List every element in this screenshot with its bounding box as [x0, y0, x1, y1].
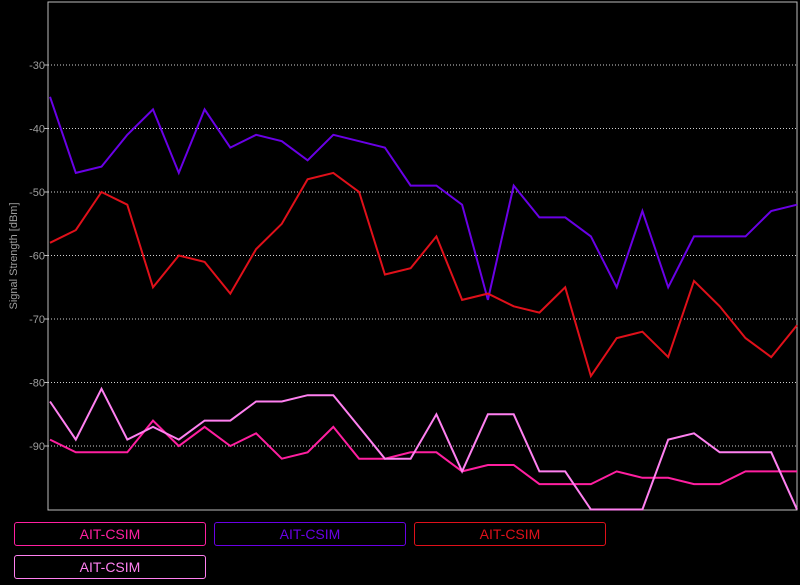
legend-item-3-label: AIT-CSIM: [479, 526, 541, 542]
legend-item-2[interactable]: AIT-CSIM: [214, 522, 406, 546]
y-tick-label: -70: [29, 314, 45, 326]
series-line-2: [49, 96, 798, 301]
legend-item-2-label: AIT-CSIM: [279, 526, 341, 542]
y-tick-label: -80: [29, 378, 45, 390]
legend-item-3[interactable]: AIT-CSIM: [414, 522, 606, 546]
y-tick-label: -30: [29, 60, 45, 72]
y-tick-label: -90: [29, 441, 45, 453]
series-line-1: [49, 419, 797, 486]
series-line-3: [49, 171, 798, 379]
y-axis-label: Signal Strength [dBm]: [8, 202, 20, 309]
legend-item-4[interactable]: AIT-CSIM: [14, 555, 206, 579]
legend-item-4-label: AIT-CSIM: [79, 559, 141, 575]
y-tick-label: -50: [29, 187, 45, 199]
grid-lines: [48, 64, 797, 447]
y-tick-label: -60: [29, 251, 45, 263]
series-line-4: [49, 386, 798, 511]
legend-item-1[interactable]: AIT-CSIM: [14, 522, 206, 546]
y-axis-ticks: -30 -40 -50 -60 -70 -80 -90: [29, 60, 48, 453]
series-lines: [49, 96, 798, 511]
signal-strength-chart: -30 -40 -50 -60 -70 -80 -90 Signal Strength [d…: [8, 1, 798, 511]
legend-item-1-label: AIT-CSIM: [79, 526, 141, 542]
y-tick-label: -40: [29, 124, 45, 136]
